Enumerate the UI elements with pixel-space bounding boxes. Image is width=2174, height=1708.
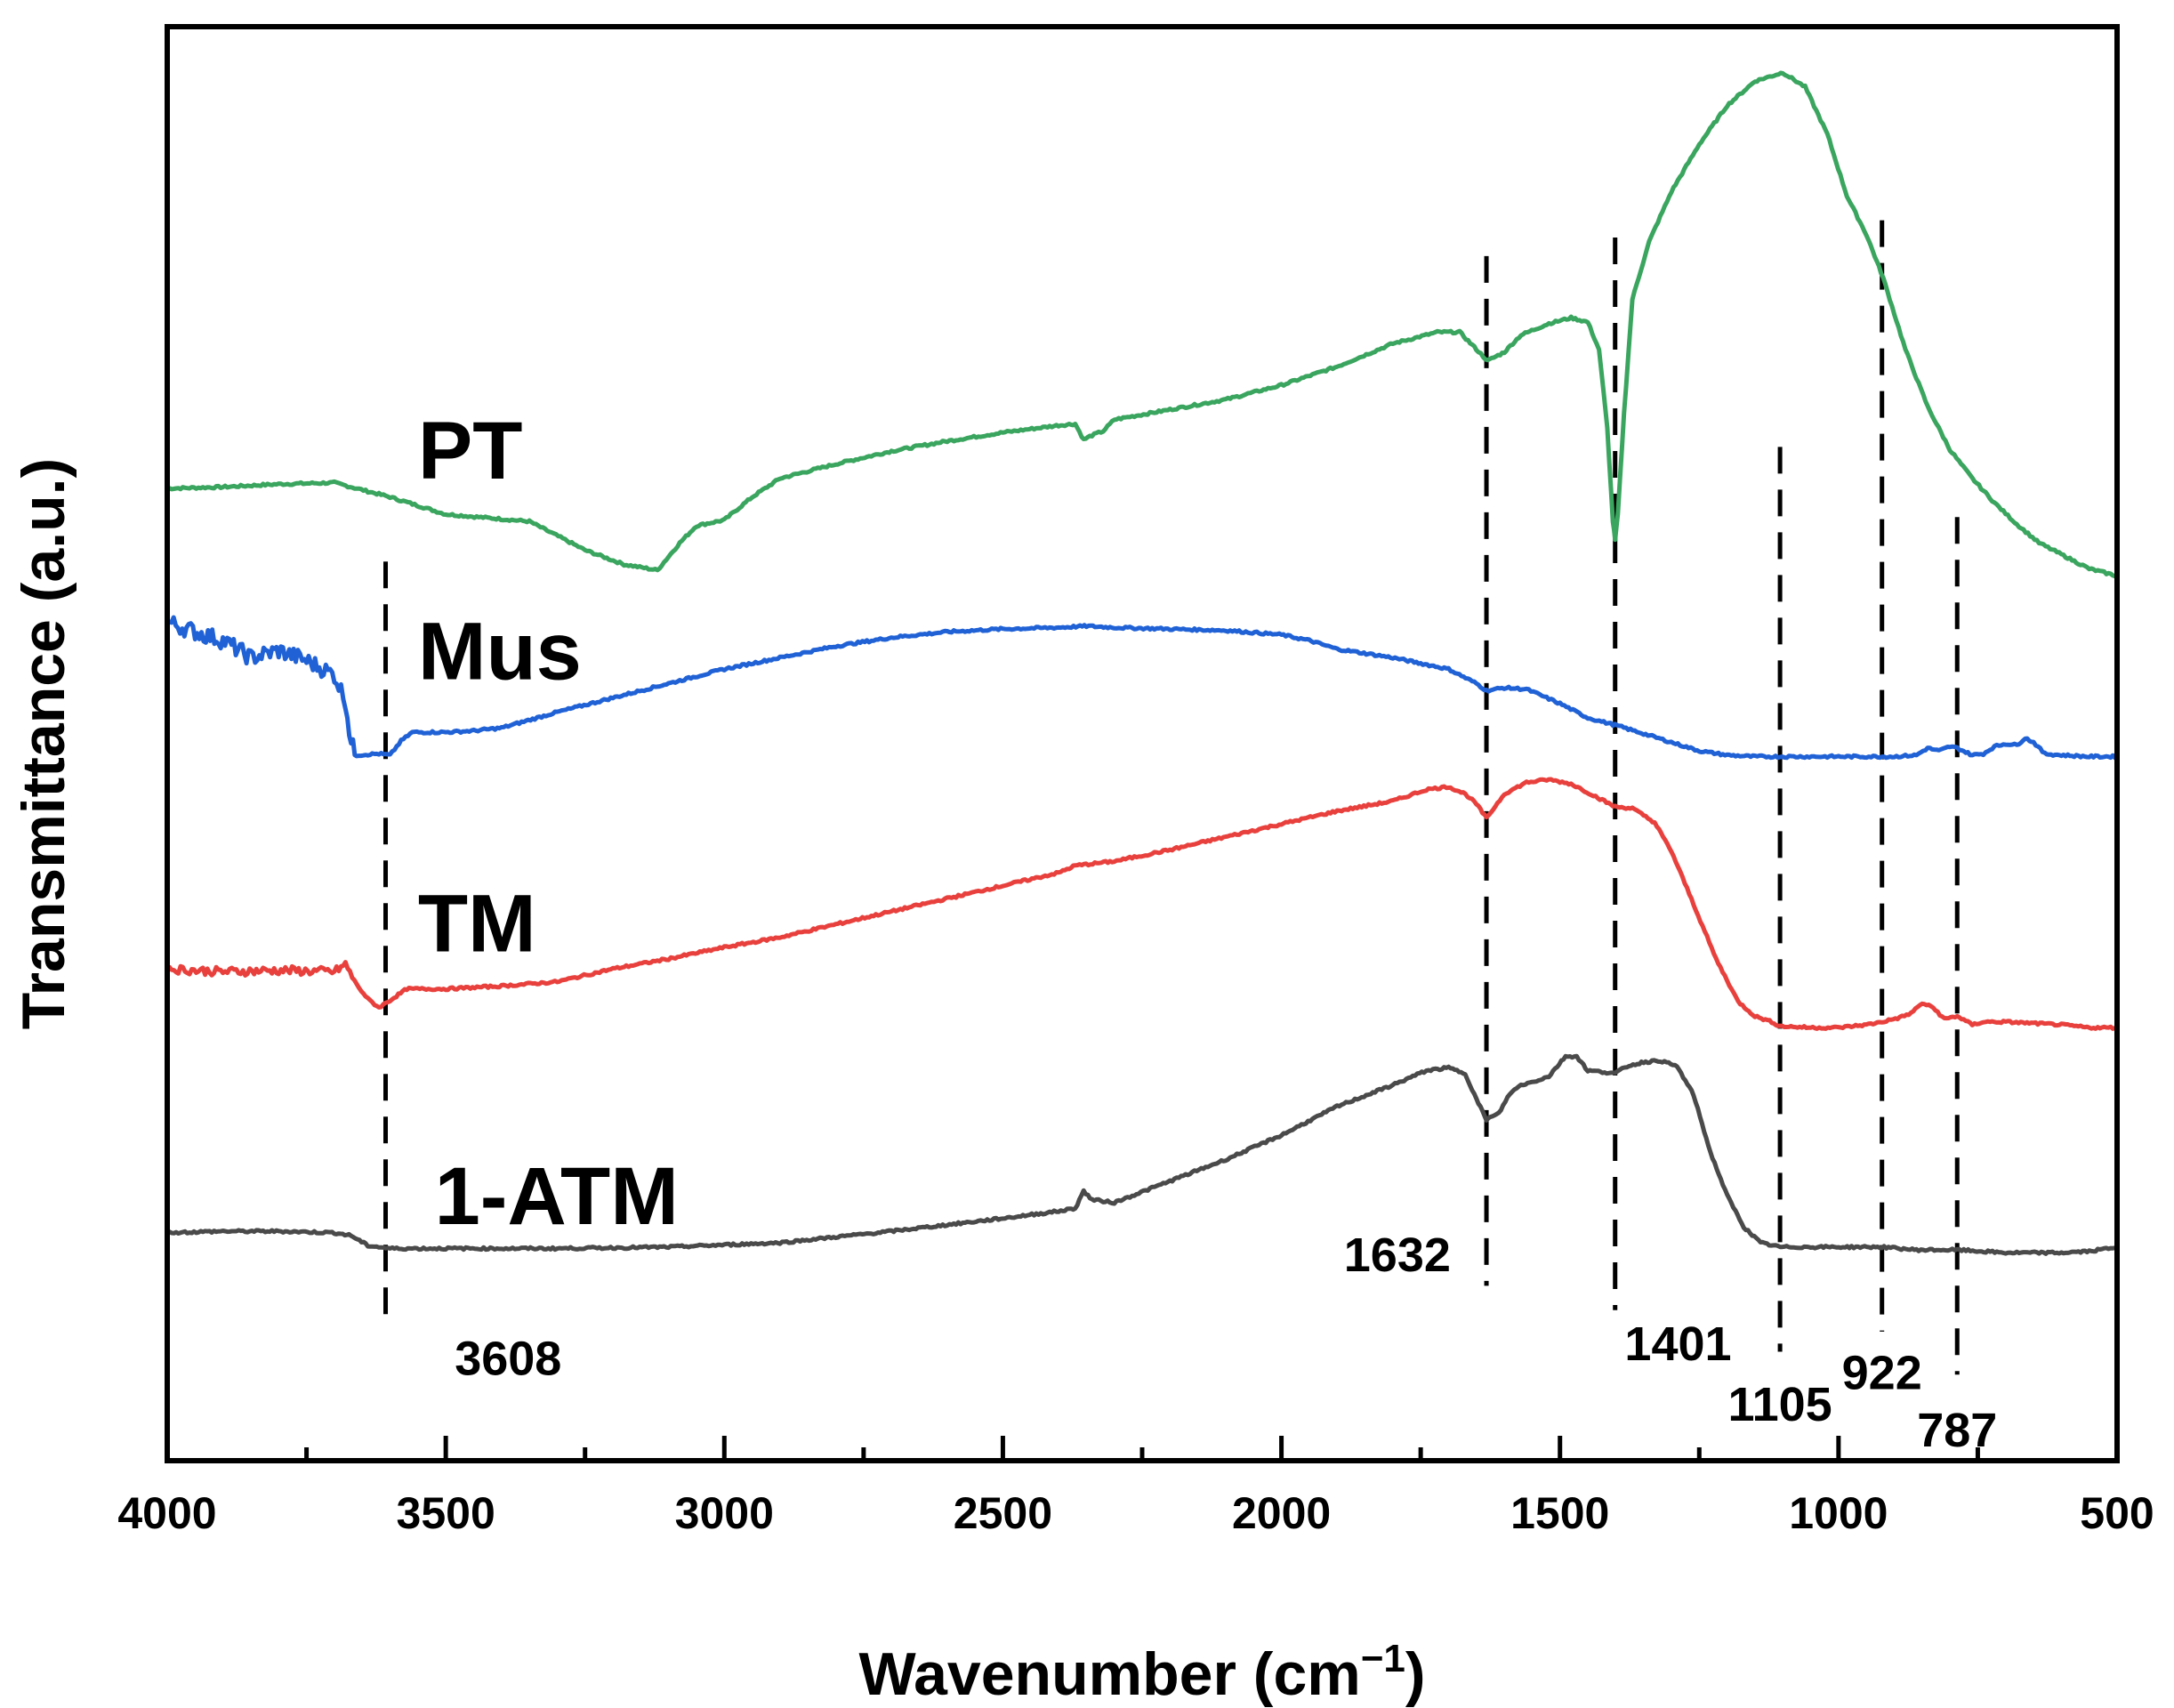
x-tick-label-2000: 2000 (1232, 1488, 1331, 1538)
series-lines (165, 70, 2119, 1256)
series-line-pt (166, 70, 2118, 579)
reference-label-1105: 1105 (1728, 1378, 1832, 1431)
x-tick-label-1500: 1500 (1510, 1488, 1609, 1538)
reference-label-1632: 1632 (1344, 1229, 1451, 1282)
series-label-mus: Mus (418, 606, 582, 697)
x-axis-title-superscript: −1 (1361, 1637, 1405, 1680)
series-labels: PT Mus TM 1-ATM (418, 406, 679, 1242)
x-axis-tick-labels: 4000 3500 3000 2500 2000 1500 1000 500 (117, 1488, 2154, 1538)
series-label-pt: PT (418, 406, 523, 496)
reference-lines (383, 220, 1960, 1375)
x-tick-label-500: 500 (2080, 1488, 2154, 1538)
x-axis-ticks (165, 1436, 2120, 1461)
x-axis-title-close: ) (1405, 1640, 1426, 1708)
x-axis-title: Wavenumber (cm−1) (858, 1637, 1425, 1708)
reference-label-1401: 1401 (1624, 1317, 1731, 1371)
y-axis-title: Transmittance (a.u.) (10, 458, 77, 1029)
x-tick-label-4000: 4000 (117, 1488, 216, 1538)
series-line-1-atm (165, 1053, 2118, 1256)
x-tick-label-1000: 1000 (1789, 1488, 1888, 1538)
x-tick-label-3000: 3000 (675, 1488, 774, 1538)
x-tick-label-2500: 2500 (954, 1488, 1052, 1538)
reference-label-3608: 3608 (455, 1332, 561, 1385)
reference-label-787: 787 (1917, 1404, 1997, 1457)
series-line-tm (165, 777, 2118, 1031)
series-label-1-atm: 1-ATM (435, 1151, 679, 1242)
series-label-tm: TM (418, 879, 536, 970)
x-tick-label-3500: 3500 (397, 1488, 495, 1538)
series-line-mus (165, 615, 2119, 761)
x-axis-title-main: Wavenumber (cm (858, 1640, 1360, 1708)
reference-label-922: 922 (1842, 1346, 1922, 1399)
